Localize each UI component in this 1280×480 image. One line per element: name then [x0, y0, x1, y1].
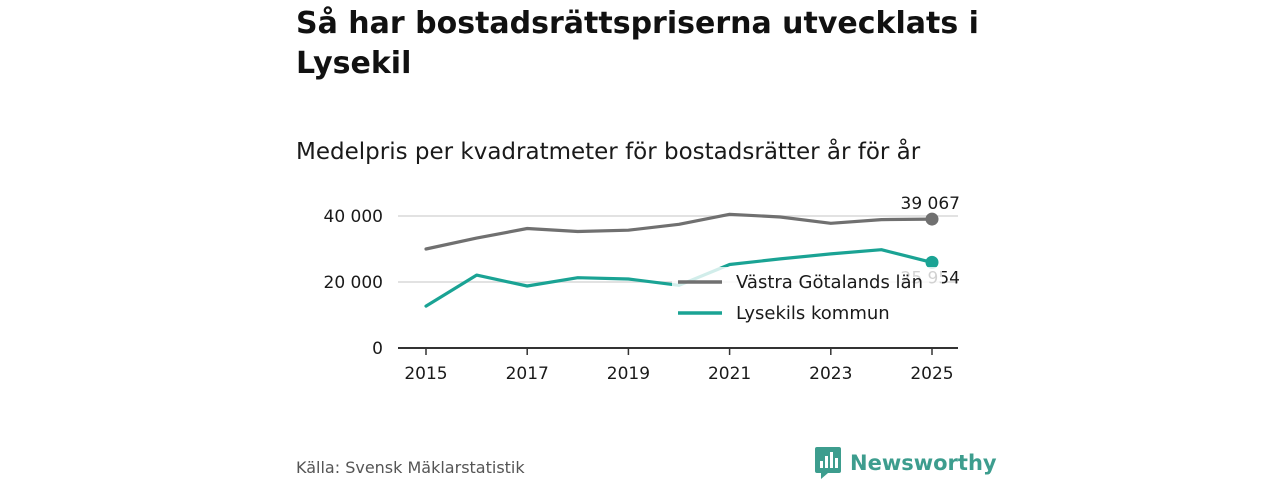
y-tick-label: 20 000: [324, 273, 383, 293]
legend-label: Lysekils kommun: [736, 303, 890, 324]
newsworthy-logo-icon: [815, 447, 841, 479]
x-tick-label: 2015: [404, 364, 447, 384]
axes: 0 20 000 40 000 2015 2017 2019 2021 2023 2025: [324, 207, 958, 384]
x-tick-label: 2025: [910, 364, 953, 384]
chart-subtitle: Medelpris per kvadratmeter för bostadsrä…: [296, 139, 921, 165]
series-end-label: 39 067: [901, 194, 960, 214]
brand-name: Newsworthy: [850, 451, 997, 475]
series-line-vastra-gotaland: [424, 212, 934, 251]
legend: Västra Götalands län Lysekils kommun: [672, 267, 942, 328]
legend-label: Västra Götalands län: [736, 272, 923, 293]
x-tick-label: 2019: [607, 364, 650, 384]
line-chart: 0 20 000 40 000 2015 2017 2019 2021 2023 2025 39…: [324, 194, 960, 384]
y-tick-label: 40 000: [324, 207, 383, 227]
x-tick-label: 2023: [809, 364, 852, 384]
x-tick-label: 2017: [506, 364, 549, 384]
x-tick-label: 2021: [708, 364, 751, 384]
y-tick-label: 0: [372, 339, 383, 359]
series-end-point: [925, 212, 939, 226]
source-note: Källa: Svensk Mäklarstatistik: [296, 458, 525, 477]
series-end-point: [925, 255, 939, 269]
chart-title: Så har bostadsrättspriserna utvecklats i…: [296, 6, 979, 81]
brand-logo: Newsworthy: [814, 446, 997, 480]
